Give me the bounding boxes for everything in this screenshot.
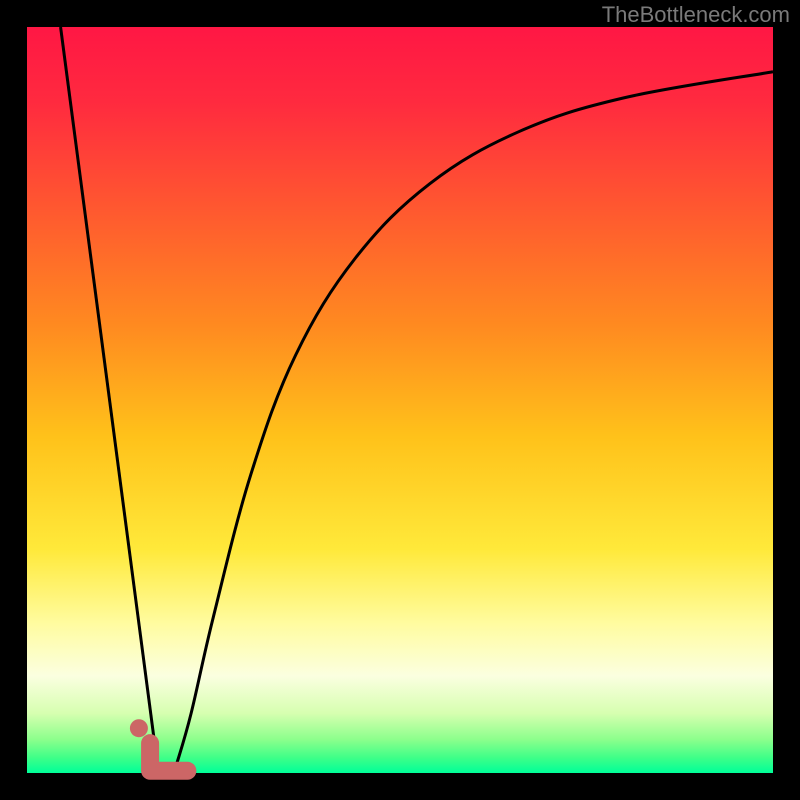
chart-frame: TheBottleneck.com <box>0 0 800 800</box>
marker-dot <box>130 719 148 737</box>
plot-gradient-area <box>27 27 773 773</box>
bottleneck-chart <box>0 0 800 800</box>
watermark-text: TheBottleneck.com <box>602 2 790 28</box>
